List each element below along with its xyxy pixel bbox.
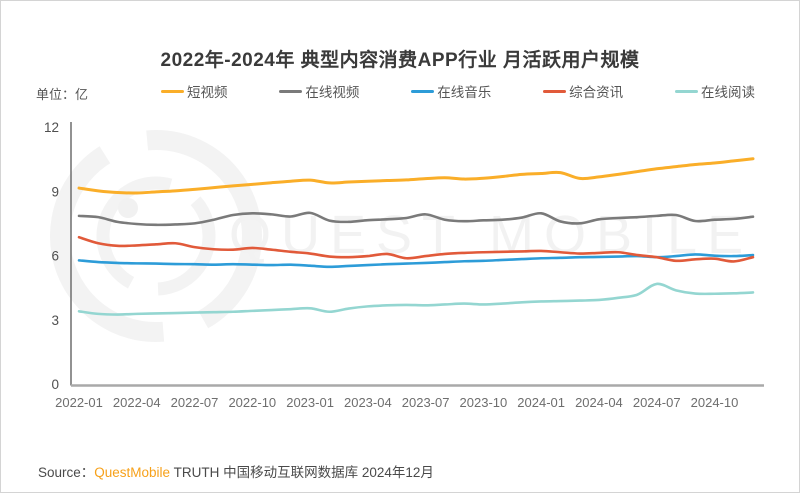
svg-text:2022-04: 2022-04 bbox=[113, 395, 161, 410]
svg-text:6: 6 bbox=[51, 249, 59, 264]
source-rest: TRUTH 中国移动互联网数据库 2024年12月 bbox=[170, 465, 434, 480]
svg-text:2023-10: 2023-10 bbox=[460, 395, 508, 410]
svg-text:0: 0 bbox=[51, 377, 59, 392]
questmobile-watermark-logo-icon: QUEST MOBILE bbox=[50, 130, 743, 342]
legend-label: 综合资讯 bbox=[569, 85, 624, 100]
svg-text:2022-07: 2022-07 bbox=[171, 395, 219, 410]
online-reading-swatch-icon bbox=[675, 89, 698, 93]
unit-label: 单位：亿 bbox=[36, 87, 89, 102]
online-music-swatch-icon bbox=[411, 89, 435, 93]
svg-text:2024-01: 2024-01 bbox=[517, 395, 565, 410]
axes: 0 3 6 9 12 2022-01 2022-04 2022-07 2022-10 2023-0… bbox=[44, 120, 764, 410]
legend-label: 在线阅读 bbox=[701, 85, 755, 100]
source-brand: QuestMobile bbox=[94, 465, 171, 480]
news-feed-swatch-icon bbox=[543, 89, 567, 93]
short-video-swatch-icon bbox=[161, 89, 184, 93]
svg-text:12: 12 bbox=[44, 120, 59, 135]
legend-label: 在线视频 bbox=[305, 85, 360, 100]
legend-item-news-feed: 综合资讯 bbox=[543, 81, 623, 101]
source-line: Source：QuestMobile TRUTH 中国移动互联网数据库 2024… bbox=[38, 461, 434, 481]
svg-text:3: 3 bbox=[51, 313, 59, 328]
series-line-综合资讯 bbox=[77, 235, 755, 263]
svg-text:9: 9 bbox=[51, 184, 59, 199]
online-video-swatch-icon bbox=[279, 89, 303, 93]
chart-title: 2022年-2024年 典型内容消费APP行业 月活跃用户规模 bbox=[160, 50, 640, 71]
legend-item-online-reading: 在线阅读 bbox=[675, 81, 755, 101]
svg-text:2022-10: 2022-10 bbox=[228, 395, 276, 410]
legend-item-online-video: 在线视频 bbox=[279, 81, 359, 101]
series-line-在线阅读 bbox=[77, 282, 755, 316]
series-lines bbox=[77, 157, 755, 316]
source-prefix: Source： bbox=[38, 465, 95, 480]
svg-text:2023-07: 2023-07 bbox=[402, 395, 450, 410]
legend-label: 在线音乐 bbox=[437, 85, 492, 100]
series-line-在线视频 bbox=[77, 211, 755, 227]
svg-text:2024-04: 2024-04 bbox=[575, 395, 623, 410]
svg-text:2024-10: 2024-10 bbox=[691, 395, 739, 410]
legend-item-online-music: 在线音乐 bbox=[411, 81, 491, 101]
svg-text:2023-01: 2023-01 bbox=[286, 395, 334, 410]
legend-label: 短视频 bbox=[187, 85, 228, 100]
legend: 短视频 在线视频 在线音乐 综合资讯 在线阅读 bbox=[161, 81, 755, 101]
svg-text:2022-01: 2022-01 bbox=[55, 395, 103, 410]
legend-item-short-video: 短视频 bbox=[161, 81, 228, 101]
svg-text:2023-04: 2023-04 bbox=[344, 395, 392, 410]
series-line-短视频 bbox=[77, 157, 755, 195]
svg-text:2024-07: 2024-07 bbox=[633, 395, 681, 410]
